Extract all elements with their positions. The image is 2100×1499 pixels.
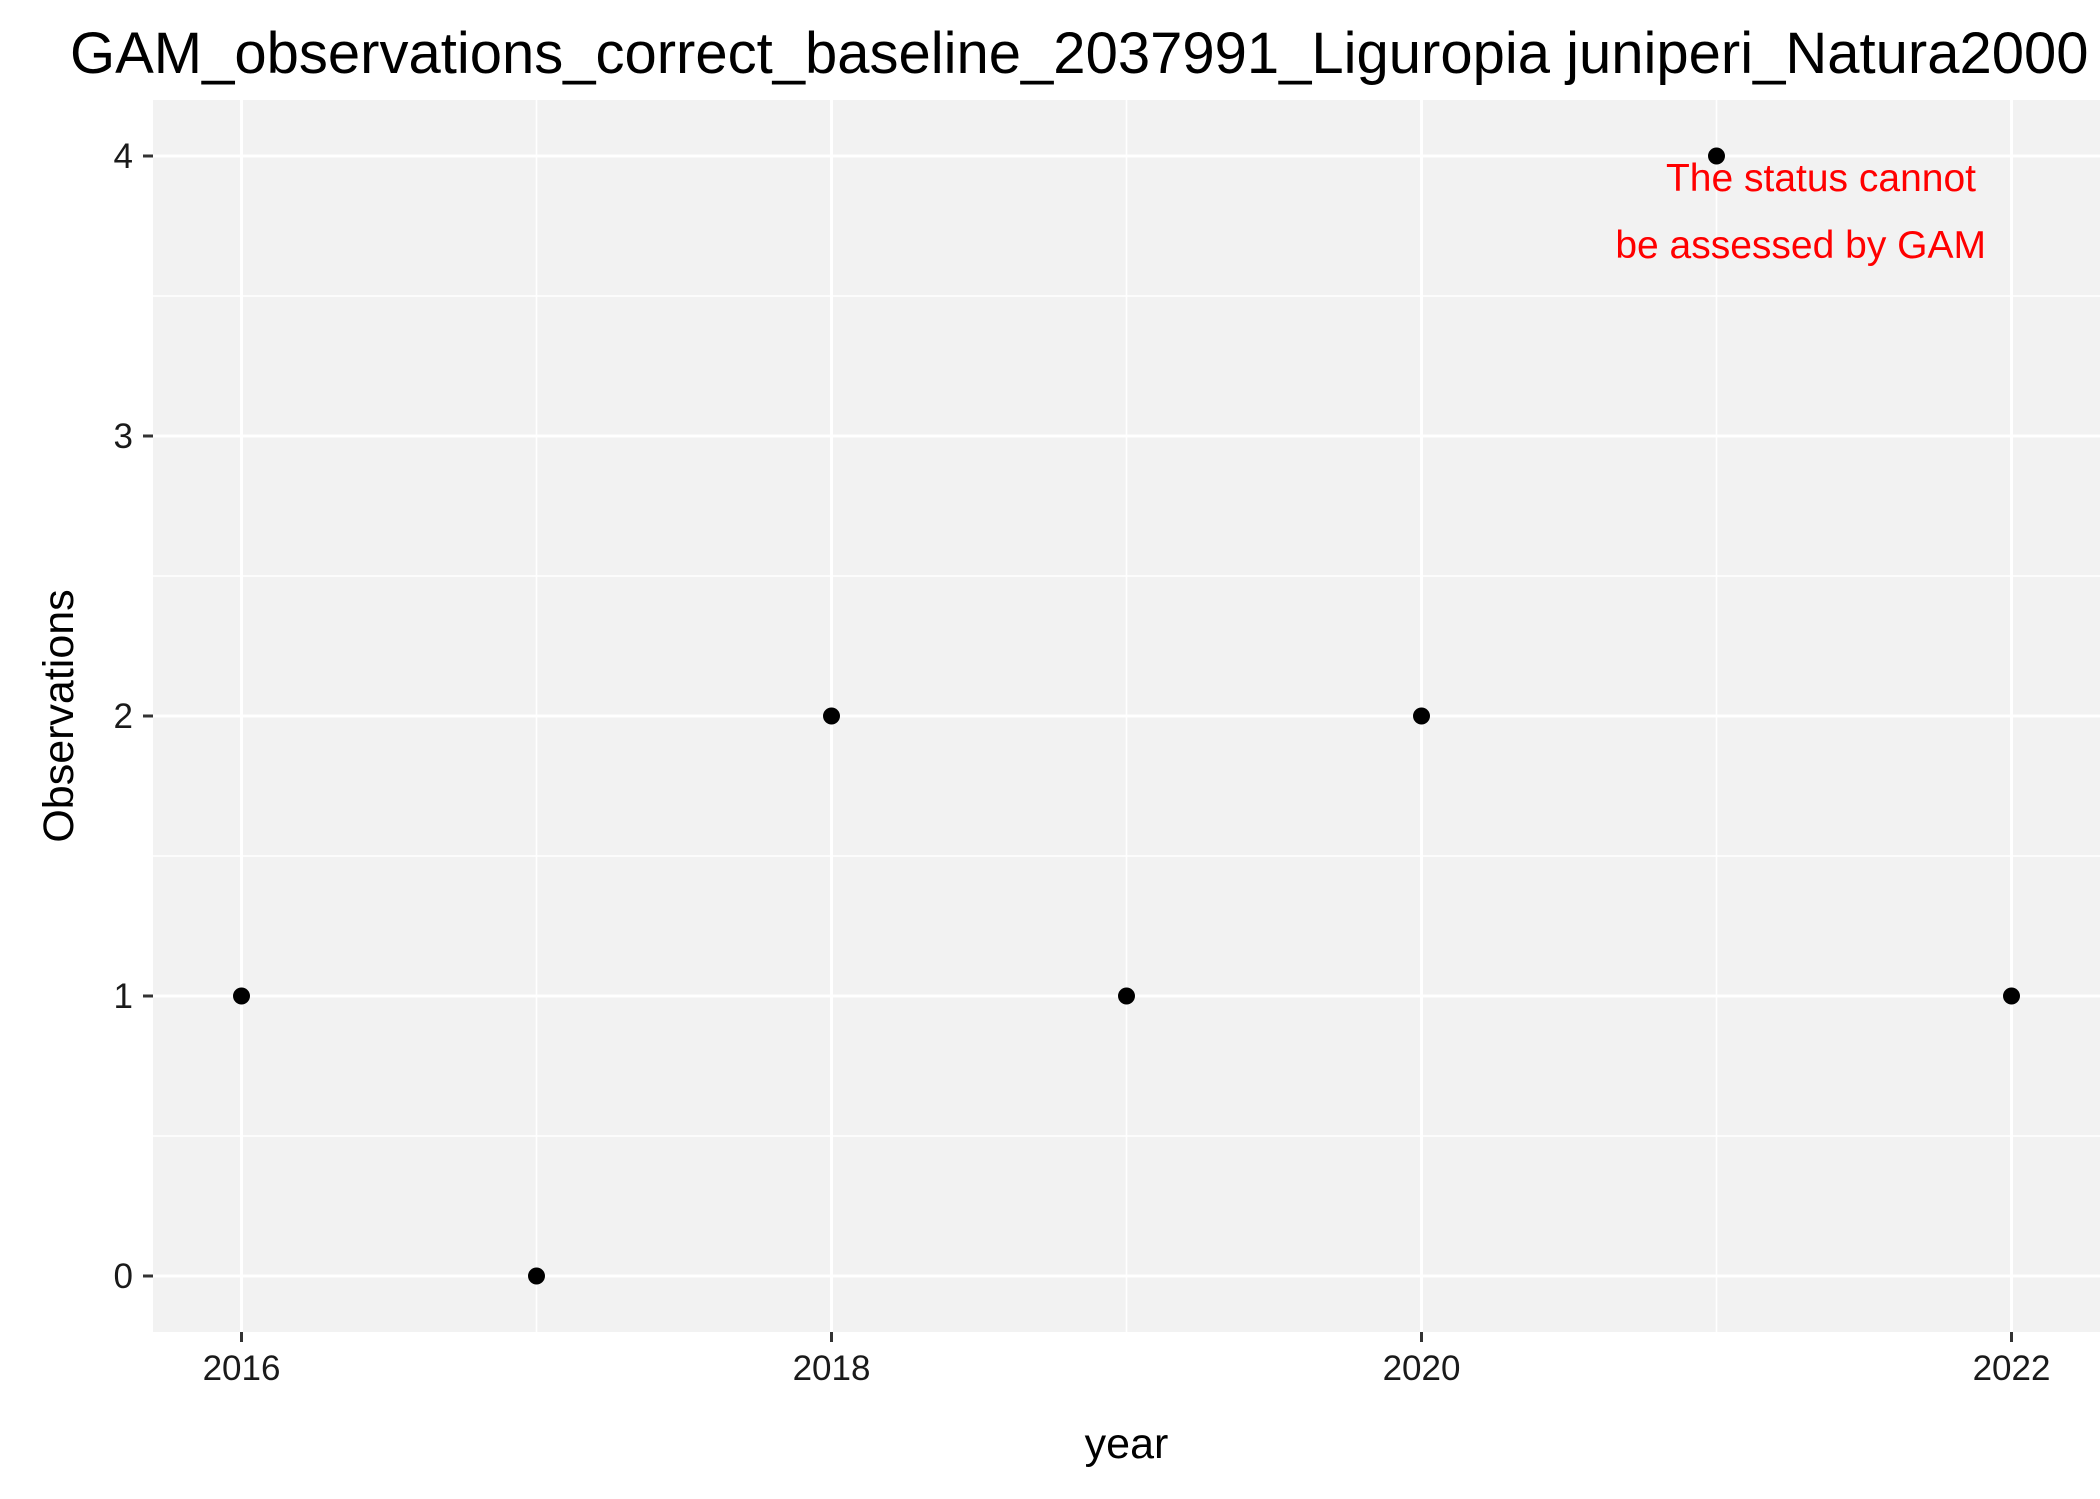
y-tick-label: 2 xyxy=(114,697,133,736)
data-point xyxy=(1413,707,1430,725)
chart-title: GAM_observations_correct_baseline_203799… xyxy=(70,21,2088,86)
data-point xyxy=(2003,987,2020,1005)
x-tick-label: 2018 xyxy=(793,1349,871,1388)
data-point xyxy=(528,1267,545,1285)
y-axis-title: Observations xyxy=(35,589,83,842)
y-tick-label: 4 xyxy=(114,137,133,176)
x-axis-title: year xyxy=(1085,1420,1169,1468)
data-point xyxy=(1708,147,1725,165)
x-axis: 2016 2018 2020 2022 xyxy=(203,1332,2051,1388)
y-tick-label: 0 xyxy=(114,1257,133,1296)
data-point xyxy=(1118,987,1135,1005)
annotation-line-1: The status cannot xyxy=(1666,157,1976,200)
y-tick-label: 1 xyxy=(114,977,133,1016)
y-axis: 0 1 2 3 4 xyxy=(114,137,153,1296)
annotation-line-2: be assessed by GAM xyxy=(1615,224,1986,267)
x-tick-label: 2020 xyxy=(1383,1349,1461,1388)
data-point xyxy=(823,707,840,725)
data-points xyxy=(233,147,2020,1285)
data-point xyxy=(233,987,250,1005)
x-tick-label: 2016 xyxy=(203,1349,281,1388)
x-tick-label: 2022 xyxy=(1973,1349,2051,1388)
y-tick-label: 3 xyxy=(114,417,133,456)
